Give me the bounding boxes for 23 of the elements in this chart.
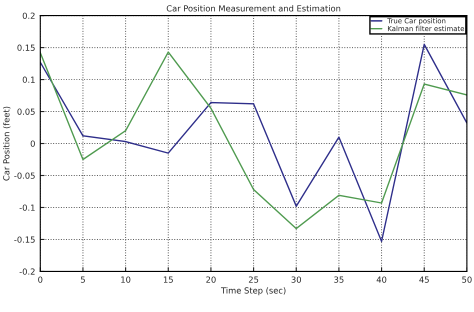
- y-axis-title: Car Position (feet): [3, 106, 10, 181]
- y-tick-label: -0.2: [20, 268, 35, 275]
- x-tick-label: 40: [376, 276, 386, 283]
- y-tick-label: 0.1: [22, 76, 35, 83]
- y-tick-label: 0: [30, 140, 35, 147]
- x-tick-label: 15: [164, 276, 173, 283]
- x-axis-title: Time Step (sec): [220, 287, 286, 296]
- x-tick-label: 50: [462, 276, 472, 283]
- y-tick-label: -0.1: [20, 204, 35, 211]
- x-tick-label: 25: [248, 276, 258, 283]
- y-tick-label: 0.15: [17, 44, 35, 51]
- x-tick-label: 35: [334, 276, 344, 283]
- x-tick-label: 0: [38, 276, 42, 283]
- chart-title: Car Position Measurement and Estimation: [166, 5, 340, 12]
- x-tick-label: 45: [419, 276, 429, 283]
- x-tick-label: 30: [292, 276, 301, 283]
- x-tick-label: 20: [206, 276, 216, 283]
- y-tick-label: -0.05: [14, 172, 35, 179]
- y-tick-label: 0.2: [22, 12, 35, 19]
- y-tick-label: -0.15: [14, 236, 35, 243]
- x-tick-label: 5: [80, 276, 85, 283]
- y-tick-label: 0.05: [17, 108, 35, 115]
- x-tick-label: 10: [121, 276, 130, 283]
